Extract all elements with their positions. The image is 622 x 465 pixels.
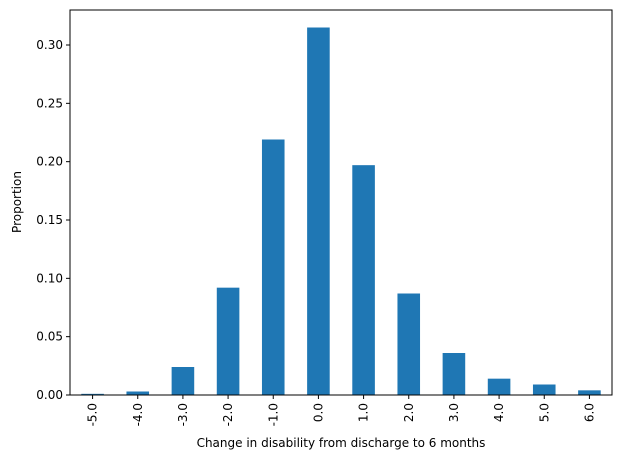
- axes-layer: 0.00 0.05 0.10 0.15 0.20 0.25 0.30 -5.0 -4.0 -3.0…: [36, 9, 613, 426]
- y-tick-label: 0.10: [36, 271, 63, 285]
- x-tick-label: -1.0: [266, 403, 280, 426]
- x-tick-label: -2.0: [221, 403, 235, 426]
- bar: [487, 378, 511, 395]
- y-axis-label: Proportion: [10, 171, 24, 233]
- bar: [397, 293, 421, 395]
- x-tick-label: 0.0: [311, 403, 325, 422]
- x-tick-label: -5.0: [86, 403, 100, 426]
- bar: [352, 165, 375, 395]
- x-tick-label: 5.0: [537, 403, 551, 422]
- x-tick-label: -3.0: [176, 403, 190, 426]
- y-tick-label: 0.25: [36, 96, 63, 110]
- x-tick-label: 3.0: [447, 403, 461, 422]
- bar: [171, 367, 195, 395]
- plot-frame: [69, 9, 613, 396]
- x-tick-label: -4.0: [131, 403, 145, 426]
- bar: [81, 393, 104, 395]
- bar: [442, 353, 466, 395]
- bar: [578, 390, 601, 395]
- x-tick-label: 6.0: [582, 403, 596, 422]
- y-tick-label: 0.20: [36, 155, 63, 169]
- y-tick-label: 0.30: [36, 38, 63, 52]
- y-tick-label: 0.05: [36, 330, 63, 344]
- bar: [307, 27, 330, 395]
- bar: [532, 384, 556, 395]
- y-tick-label: 0.00: [36, 388, 63, 402]
- x-tick-label: 2.0: [402, 403, 416, 422]
- bars-layer: [81, 27, 601, 395]
- x-tick-label: 1.0: [357, 403, 371, 422]
- bar: [126, 391, 150, 395]
- y-tick-label: 0.15: [36, 213, 63, 227]
- x-tick-label: 4.0: [492, 403, 506, 422]
- bar: [261, 139, 285, 395]
- bar: [216, 287, 240, 395]
- x-axis-label: Change in disability from discharge to 6…: [197, 436, 486, 450]
